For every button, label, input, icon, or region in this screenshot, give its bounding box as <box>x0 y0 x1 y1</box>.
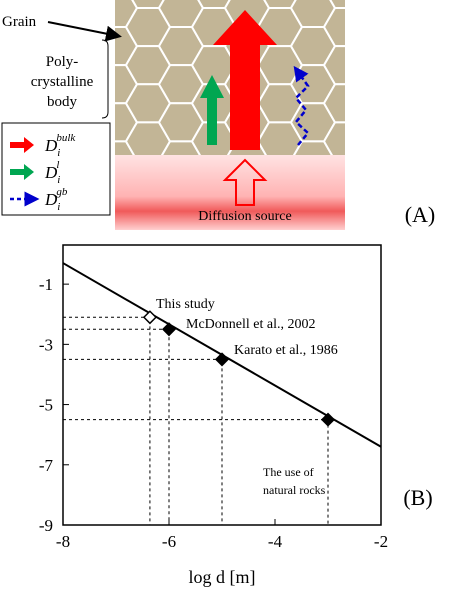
grain <box>60 8 104 46</box>
guide-line <box>63 329 169 525</box>
y-tick-label: -5 <box>39 396 53 415</box>
y-tick-label: -7 <box>39 456 54 475</box>
grain <box>324 84 368 122</box>
data-point <box>322 414 334 426</box>
body-label: body <box>47 94 78 110</box>
body-label: crystalline <box>31 74 94 90</box>
y-tick-label: -3 <box>39 335 53 354</box>
grain-label: Grain <box>2 14 37 30</box>
grain <box>357 27 401 65</box>
annotation: The use of <box>263 465 314 479</box>
chart: -9 -7 -5 -3 -1 -8 -6 -4 -2 log d [m] (B) This study… <box>39 245 433 587</box>
x-tick-label: -6 <box>162 532 176 551</box>
grain <box>324 122 368 160</box>
legend-sup: gb <box>56 186 68 198</box>
grain <box>357 65 401 103</box>
grain-pointer <box>48 22 118 36</box>
annotation: This study <box>156 297 215 312</box>
grain <box>324 8 368 46</box>
guide-line <box>63 317 150 525</box>
annotation: McDonnell et al., 2002 <box>186 317 315 332</box>
grain <box>324 46 368 84</box>
legend-sub: i <box>57 174 60 186</box>
grain <box>357 141 401 179</box>
body-label: Poly- <box>46 54 79 70</box>
annotation: natural rocks <box>263 483 326 497</box>
source-label: Diffusion source <box>198 209 291 224</box>
body-bracket <box>102 40 108 118</box>
data-point <box>163 323 175 335</box>
figure: Diffusion source (A) Grain Poly- crystal… <box>0 0 451 591</box>
annotation: Karato et al., 1986 <box>234 343 338 358</box>
x-tick-label: -4 <box>268 532 283 551</box>
panel-label: (A) <box>405 202 436 227</box>
guide-line <box>63 359 222 525</box>
legend-sup: l <box>56 159 59 171</box>
legend-sub: i <box>57 201 60 213</box>
legend-sub: i <box>57 147 60 159</box>
x-tick-label: -8 <box>56 532 70 551</box>
data-point <box>216 353 228 365</box>
grain <box>357 103 401 141</box>
legend-sup: bulk <box>56 132 76 144</box>
y-tick-label: -1 <box>39 275 53 294</box>
data-point <box>144 311 156 323</box>
x-tick-label: -2 <box>374 532 388 551</box>
panel-label: (B) <box>403 485 432 510</box>
x-axis-label: log d [m] <box>189 567 256 587</box>
grain <box>60 0 104 8</box>
y-tick-label: -9 <box>39 516 53 535</box>
grain <box>357 0 401 27</box>
grain <box>357 179 401 217</box>
